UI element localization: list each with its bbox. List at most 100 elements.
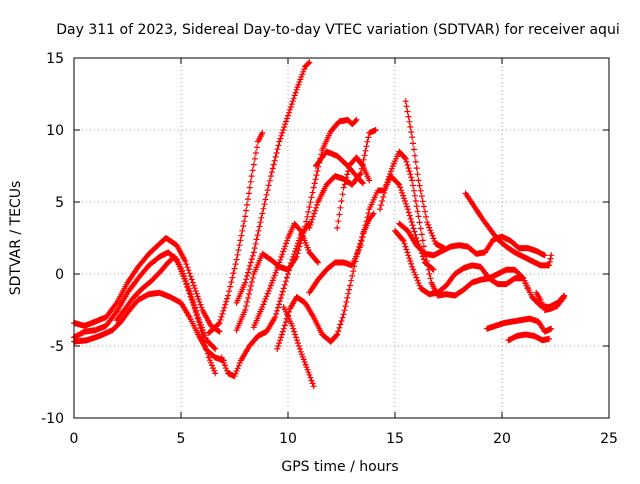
data-point — [535, 250, 537, 252]
data-point — [83, 325, 86, 327]
data-point — [265, 330, 268, 333]
data-point — [141, 287, 144, 290]
data-point — [529, 317, 531, 320]
data-point — [124, 307, 127, 310]
data-point — [362, 182, 364, 185]
data-point — [520, 319, 523, 321]
data-point — [197, 333, 199, 336]
data-point — [432, 254, 435, 257]
data-point — [295, 88, 298, 91]
data-point — [270, 258, 272, 261]
data-point — [116, 302, 118, 304]
data-point — [317, 201, 319, 203]
data-point — [148, 264, 150, 267]
data-point — [349, 163, 351, 166]
data-point — [270, 284, 272, 287]
data-point — [210, 325, 212, 327]
data-point — [372, 212, 375, 215]
data-point — [419, 287, 422, 290]
data-point — [404, 158, 407, 160]
series-track-22 — [505, 331, 553, 344]
data-point — [481, 218, 484, 221]
data-point — [165, 237, 167, 239]
data-point — [270, 175, 272, 177]
data-point — [342, 313, 345, 316]
data-point — [368, 208, 371, 210]
tick-layer — [73, 57, 610, 419]
series-track-20 — [462, 190, 555, 269]
data-point — [338, 120, 341, 123]
y-tick-label: -5 — [50, 339, 64, 355]
data-point — [218, 330, 221, 333]
data-point — [496, 273, 499, 275]
data-point — [83, 330, 86, 333]
data-point — [449, 245, 452, 248]
series-track-21 — [484, 315, 555, 335]
data-point — [428, 293, 431, 296]
x-tick-label: 10 — [279, 431, 297, 447]
data-point — [462, 267, 465, 270]
data-point — [126, 281, 129, 284]
data-point — [411, 179, 413, 182]
data-point — [336, 227, 339, 229]
data-point — [240, 359, 242, 362]
data-point — [522, 255, 525, 258]
series-track-14 — [312, 148, 366, 187]
series-track-13 — [306, 127, 379, 231]
data-point — [539, 299, 542, 301]
data-point — [227, 294, 229, 297]
data-point — [398, 150, 401, 153]
data-point — [550, 307, 552, 310]
data-point — [308, 227, 311, 229]
data-point — [304, 65, 306, 68]
chart-title: Day 311 of 2023, Sidereal Day-to-day VTE… — [56, 22, 619, 38]
data-point — [434, 243, 437, 245]
data-point — [120, 320, 122, 323]
data-point — [98, 335, 101, 337]
data-point — [368, 179, 371, 182]
data-point — [205, 349, 208, 352]
data-point — [518, 247, 520, 249]
tick-label-layer: 0 5 10 15 20 25 -10 -5 0 5 10 15 — [41, 51, 618, 447]
data-point — [355, 119, 358, 121]
data-point — [312, 385, 315, 388]
data-point — [471, 264, 473, 267]
data-point — [261, 253, 264, 255]
data-point — [415, 237, 418, 239]
data-point — [550, 327, 552, 330]
data-point — [188, 290, 191, 293]
data-point — [321, 333, 324, 336]
data-point — [137, 266, 139, 268]
data-point — [484, 251, 486, 254]
data-point — [336, 333, 339, 336]
data-point — [193, 284, 195, 287]
data-point — [505, 245, 508, 248]
data-point — [128, 309, 131, 311]
data-point — [253, 251, 255, 254]
x-tick-label: 25 — [600, 431, 618, 447]
data-point — [355, 156, 358, 159]
data-point — [253, 326, 255, 329]
data-point — [282, 327, 285, 330]
data-point — [505, 268, 508, 271]
data-point — [330, 130, 332, 133]
series-track-07 — [233, 59, 313, 306]
data-point — [548, 338, 550, 340]
data-point — [475, 253, 478, 255]
data-point — [514, 251, 516, 254]
data-point — [175, 244, 178, 246]
data-point — [295, 255, 298, 258]
data-point — [379, 208, 381, 210]
data-point — [233, 375, 236, 378]
data-point — [94, 329, 97, 332]
data-point — [432, 268, 435, 271]
data-point — [351, 264, 354, 267]
data-point — [355, 175, 358, 177]
data-point — [368, 132, 371, 134]
data-point — [148, 253, 150, 255]
data-point — [148, 293, 150, 296]
data-point — [205, 339, 208, 342]
data-point — [550, 254, 552, 257]
data-point — [503, 322, 505, 324]
data-point — [351, 123, 354, 125]
